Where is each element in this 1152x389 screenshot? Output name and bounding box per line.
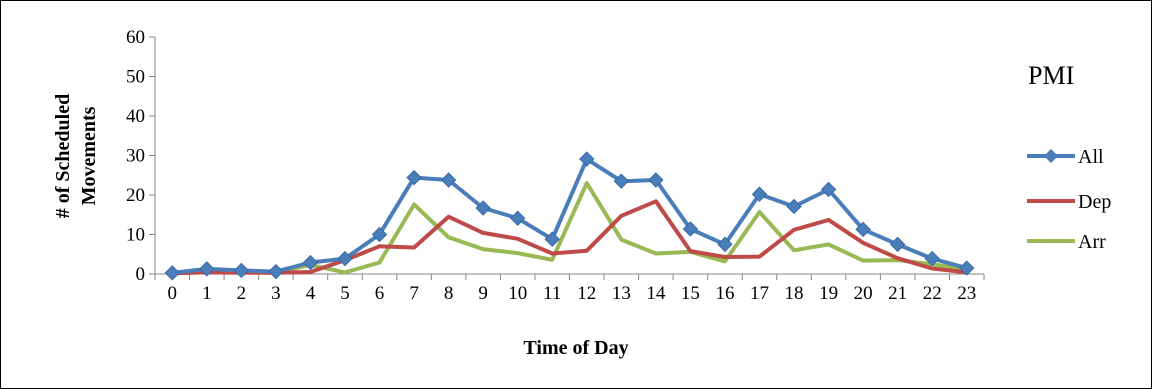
series-line-dep [172,199,967,276]
x-tick-label: 3 [271,283,281,304]
series-arr [172,181,968,276]
y-axis-title-line2: Movements [78,106,100,205]
y-tick-label: 50 [126,67,145,88]
x-tick-label: 7 [409,283,419,304]
data-point-all [613,173,630,189]
data-point-all [440,172,457,188]
y-axis-title-line1: # of Scheduled [52,94,74,218]
data-point-all [959,260,975,276]
chart-title: PMI [1028,61,1074,90]
x-tick-label: 23 [957,283,976,304]
series-all [164,151,975,281]
y-tick-label: 60 [126,27,145,48]
series-layer [164,151,975,281]
data-point-all [648,172,664,188]
data-point-all [475,200,491,216]
legend-item-arr: Arr [1027,231,1106,253]
x-tick-label: 18 [785,283,804,304]
y-tick-label: 0 [136,264,146,285]
x-tick-label: 6 [375,283,385,304]
x-tick-label: 21 [888,283,907,304]
data-point-all [682,221,699,237]
y-axis-title-line1-text: # of Scheduled [52,94,74,218]
data-point-all [579,151,595,167]
x-tick-label: 4 [306,283,316,304]
data-point-all [717,236,733,253]
data-point-all [406,169,422,186]
x-tick-label: 15 [681,283,700,304]
y-tick-label: 20 [126,185,145,206]
data-point-all [509,210,526,227]
legend-item-all: All [1027,146,1104,168]
x-axis-ticks: 0 1 2 3 4 5 6 7 8 9 10 11 12 13 14 15 16 17 18 19 20 21 22 23 [154,274,985,304]
data-point-all [164,265,180,281]
y-axis-title-line2-text: Movements [78,106,100,205]
x-tick-label: 5 [340,283,350,304]
y-tick-label: 40 [126,106,145,127]
x-tick-label: 11 [543,283,561,304]
x-tick-label: 2 [237,283,247,304]
x-axis-title: Time of Day [523,337,628,359]
data-point-all [268,263,284,280]
y-tick-label: 30 [126,146,145,167]
data-point-all [751,186,768,202]
data-point-all [855,221,871,238]
legend-label-arr: Arr [1078,231,1106,253]
x-tick-label: 12 [577,283,596,304]
legend: All Dep Arr [1027,146,1111,253]
x-tick-label: 10 [508,283,527,304]
x-tick-label: 17 [750,283,769,304]
x-tick-label: 19 [819,283,838,304]
x-tick-label: 0 [168,283,178,304]
series-line-arr [172,181,968,276]
legend-label-dep: Dep [1078,191,1111,213]
data-point-all [302,254,319,271]
legend-label-all: All [1078,146,1104,168]
x-tick-label: 20 [854,283,873,304]
legend-marker-all [1044,149,1058,163]
data-point-all [371,226,388,243]
legend-item-dep: Dep [1027,191,1111,213]
y-axis-ticks: 0 10 20 30 40 50 60 [126,27,155,285]
y-tick-label: 10 [126,225,145,246]
x-tick-label: 22 [923,283,942,304]
data-point-all [233,262,250,279]
x-tick-label: 16 [715,283,734,304]
data-point-all [199,261,215,277]
x-tick-label: 13 [612,283,631,304]
series-dep [172,199,967,276]
x-tick-label: 14 [646,283,666,304]
x-tick-label: 1 [202,283,212,304]
data-point-all [786,198,802,215]
data-point-all [889,236,906,253]
x-tick-label: 9 [478,283,488,304]
x-tick-label: 8 [444,283,454,304]
data-point-all [337,250,353,267]
data-point-all [820,181,837,198]
data-point-all [544,231,560,247]
data-point-all [924,250,940,267]
